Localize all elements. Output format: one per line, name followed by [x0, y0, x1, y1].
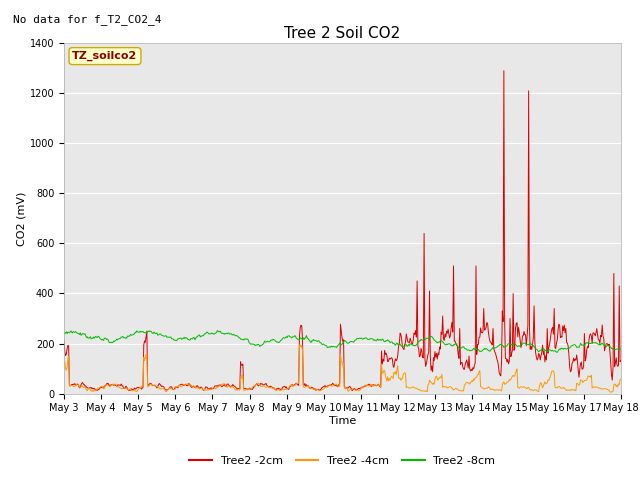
Tree2 -2cm: [500, 68, 508, 73]
Tree2 -4cm: [411, 385, 419, 391]
Tree2 -2cm: [411, 332, 419, 337]
Y-axis label: CO2 (mV): CO2 (mV): [17, 191, 27, 246]
X-axis label: Time: Time: [329, 416, 356, 426]
Text: No data for f_T2_CO2_4: No data for f_T2_CO2_4: [13, 14, 161, 25]
Tree2 -4cm: [60, 359, 68, 365]
Tree2 -4cm: [607, 389, 614, 395]
Tree2 -4cm: [296, 342, 304, 348]
Tree2 -4cm: [428, 380, 435, 385]
Tree2 -8cm: [428, 334, 435, 339]
Tree2 -2cm: [184, 383, 192, 389]
Tree2 -4cm: [70, 384, 78, 389]
Tree2 -8cm: [617, 346, 625, 352]
Tree2 -8cm: [554, 349, 561, 355]
Legend: Tree2 -2cm, Tree2 -4cm, Tree2 -8cm: Tree2 -2cm, Tree2 -4cm, Tree2 -8cm: [185, 452, 500, 470]
Line: Tree2 -4cm: Tree2 -4cm: [64, 345, 621, 392]
Tree2 -2cm: [428, 368, 435, 373]
Tree2 -8cm: [127, 333, 135, 338]
Tree2 -4cm: [617, 376, 625, 382]
Title: Tree 2 Soil CO2: Tree 2 Soil CO2: [284, 25, 401, 41]
Tree2 -8cm: [70, 329, 78, 335]
Tree2 -8cm: [60, 330, 68, 336]
Line: Tree2 -8cm: Tree2 -8cm: [64, 331, 621, 352]
Tree2 -4cm: [214, 384, 221, 390]
Tree2 -2cm: [60, 338, 68, 344]
Tree2 -2cm: [348, 388, 356, 394]
Tree2 -2cm: [617, 358, 625, 363]
Tree2 -2cm: [70, 382, 78, 387]
Text: TZ_soilco2: TZ_soilco2: [72, 51, 138, 61]
Line: Tree2 -2cm: Tree2 -2cm: [64, 71, 621, 391]
Tree2 -4cm: [127, 387, 135, 393]
Tree2 -2cm: [214, 384, 221, 389]
Tree2 -8cm: [214, 328, 221, 334]
Tree2 -8cm: [214, 328, 222, 334]
Tree2 -4cm: [184, 382, 192, 387]
Tree2 -8cm: [411, 343, 419, 348]
Tree2 -2cm: [127, 386, 135, 392]
Tree2 -8cm: [184, 336, 192, 342]
